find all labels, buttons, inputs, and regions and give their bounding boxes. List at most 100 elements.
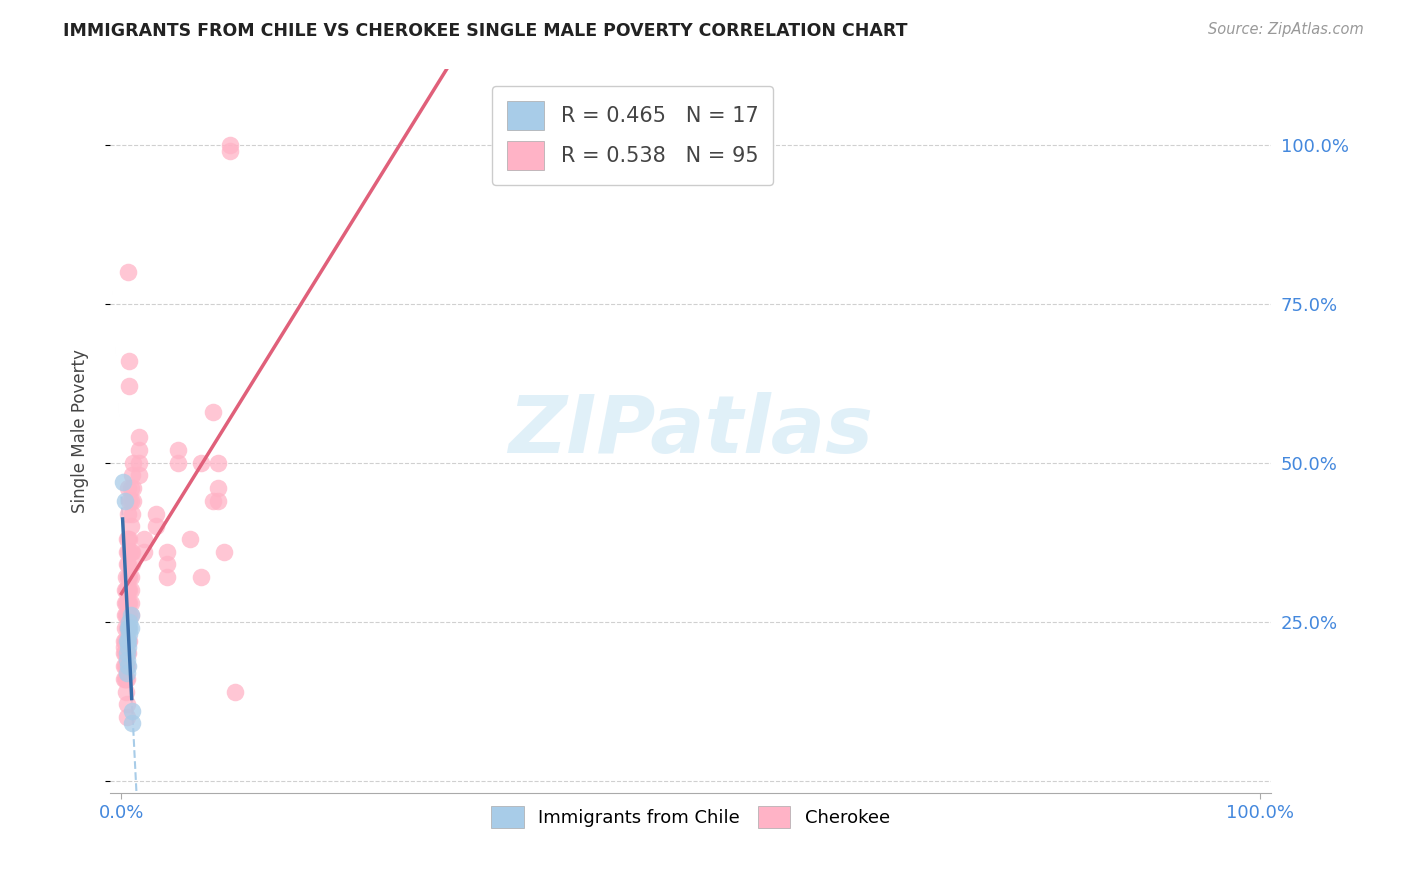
Point: [224, 684, 246, 698]
Point: [207, 456, 229, 470]
Text: IMMIGRANTS FROM CHILE VS CHEROKEE SINGLE MALE POVERTY CORRELATION CHART: IMMIGRANTS FROM CHILE VS CHEROKEE SINGLE…: [63, 22, 908, 40]
Point: [167, 456, 190, 470]
Point: [112, 659, 135, 673]
Point: [115, 621, 138, 635]
Point: [121, 468, 143, 483]
Point: [145, 507, 167, 521]
Point: [121, 456, 143, 470]
Point: [117, 633, 139, 648]
Point: [118, 633, 141, 648]
Point: [117, 621, 139, 635]
Point: [120, 621, 142, 635]
Point: [117, 647, 139, 661]
Text: ZIPatlas: ZIPatlas: [508, 392, 873, 470]
Point: [117, 659, 139, 673]
Point: [112, 647, 135, 661]
Point: [115, 647, 138, 661]
Point: [121, 507, 143, 521]
Point: [167, 442, 190, 457]
Point: [114, 582, 136, 597]
Point: [145, 519, 167, 533]
Point: [117, 640, 139, 654]
Point: [156, 558, 179, 572]
Point: [121, 558, 143, 572]
Point: [218, 144, 240, 158]
Point: [117, 621, 139, 635]
Point: [115, 532, 138, 546]
Legend: Immigrants from Chile, Cherokee: Immigrants from Chile, Cherokee: [484, 798, 897, 835]
Point: [114, 633, 136, 648]
Point: [121, 494, 143, 508]
Point: [118, 494, 141, 508]
Point: [218, 137, 240, 152]
Point: [115, 558, 138, 572]
Point: [114, 494, 136, 508]
Point: [118, 545, 141, 559]
Point: [112, 672, 135, 686]
Point: [120, 494, 142, 508]
Point: [118, 627, 141, 641]
Point: [118, 570, 141, 584]
Point: [120, 596, 142, 610]
Point: [114, 647, 136, 661]
Point: [212, 545, 235, 559]
Point: [115, 608, 138, 623]
Point: [115, 608, 138, 623]
Point: [111, 475, 134, 489]
Point: [115, 596, 138, 610]
Point: [112, 633, 135, 648]
Point: [207, 494, 229, 508]
Point: [114, 672, 136, 686]
Point: [117, 545, 139, 559]
Point: [118, 354, 141, 368]
Point: [115, 698, 138, 712]
Point: [128, 456, 150, 470]
Point: [115, 665, 138, 680]
Point: [120, 608, 142, 623]
Point: [115, 684, 138, 698]
Point: [190, 570, 212, 584]
Point: [156, 545, 179, 559]
Point: [115, 659, 138, 673]
Point: [115, 647, 138, 661]
Point: [134, 532, 156, 546]
Point: [120, 519, 142, 533]
Point: [114, 608, 136, 623]
Point: [117, 570, 139, 584]
Y-axis label: Single Male Poverty: Single Male Poverty: [72, 349, 89, 513]
Point: [115, 582, 138, 597]
Point: [115, 647, 138, 661]
Point: [112, 640, 135, 654]
Text: Source: ZipAtlas.com: Source: ZipAtlas.com: [1208, 22, 1364, 37]
Point: [115, 633, 138, 648]
Point: [118, 621, 141, 635]
Point: [117, 558, 139, 572]
Point: [190, 456, 212, 470]
Point: [114, 659, 136, 673]
Point: [114, 596, 136, 610]
Point: [120, 570, 142, 584]
Point: [156, 570, 179, 584]
Point: [114, 621, 136, 635]
Point: [118, 532, 141, 546]
Point: [128, 442, 150, 457]
Point: [118, 379, 141, 393]
Point: [121, 716, 143, 731]
Point: [115, 710, 138, 724]
Point: [120, 582, 142, 597]
Point: [117, 582, 139, 597]
Point: [120, 608, 142, 623]
Point: [121, 704, 143, 718]
Point: [115, 659, 138, 673]
Point: [118, 615, 141, 629]
Point: [128, 430, 150, 444]
Point: [115, 672, 138, 686]
Point: [117, 481, 139, 495]
Point: [134, 545, 156, 559]
Point: [121, 545, 143, 559]
Point: [120, 545, 142, 559]
Point: [115, 633, 138, 648]
Point: [117, 608, 139, 623]
Point: [117, 633, 139, 648]
Point: [128, 468, 150, 483]
